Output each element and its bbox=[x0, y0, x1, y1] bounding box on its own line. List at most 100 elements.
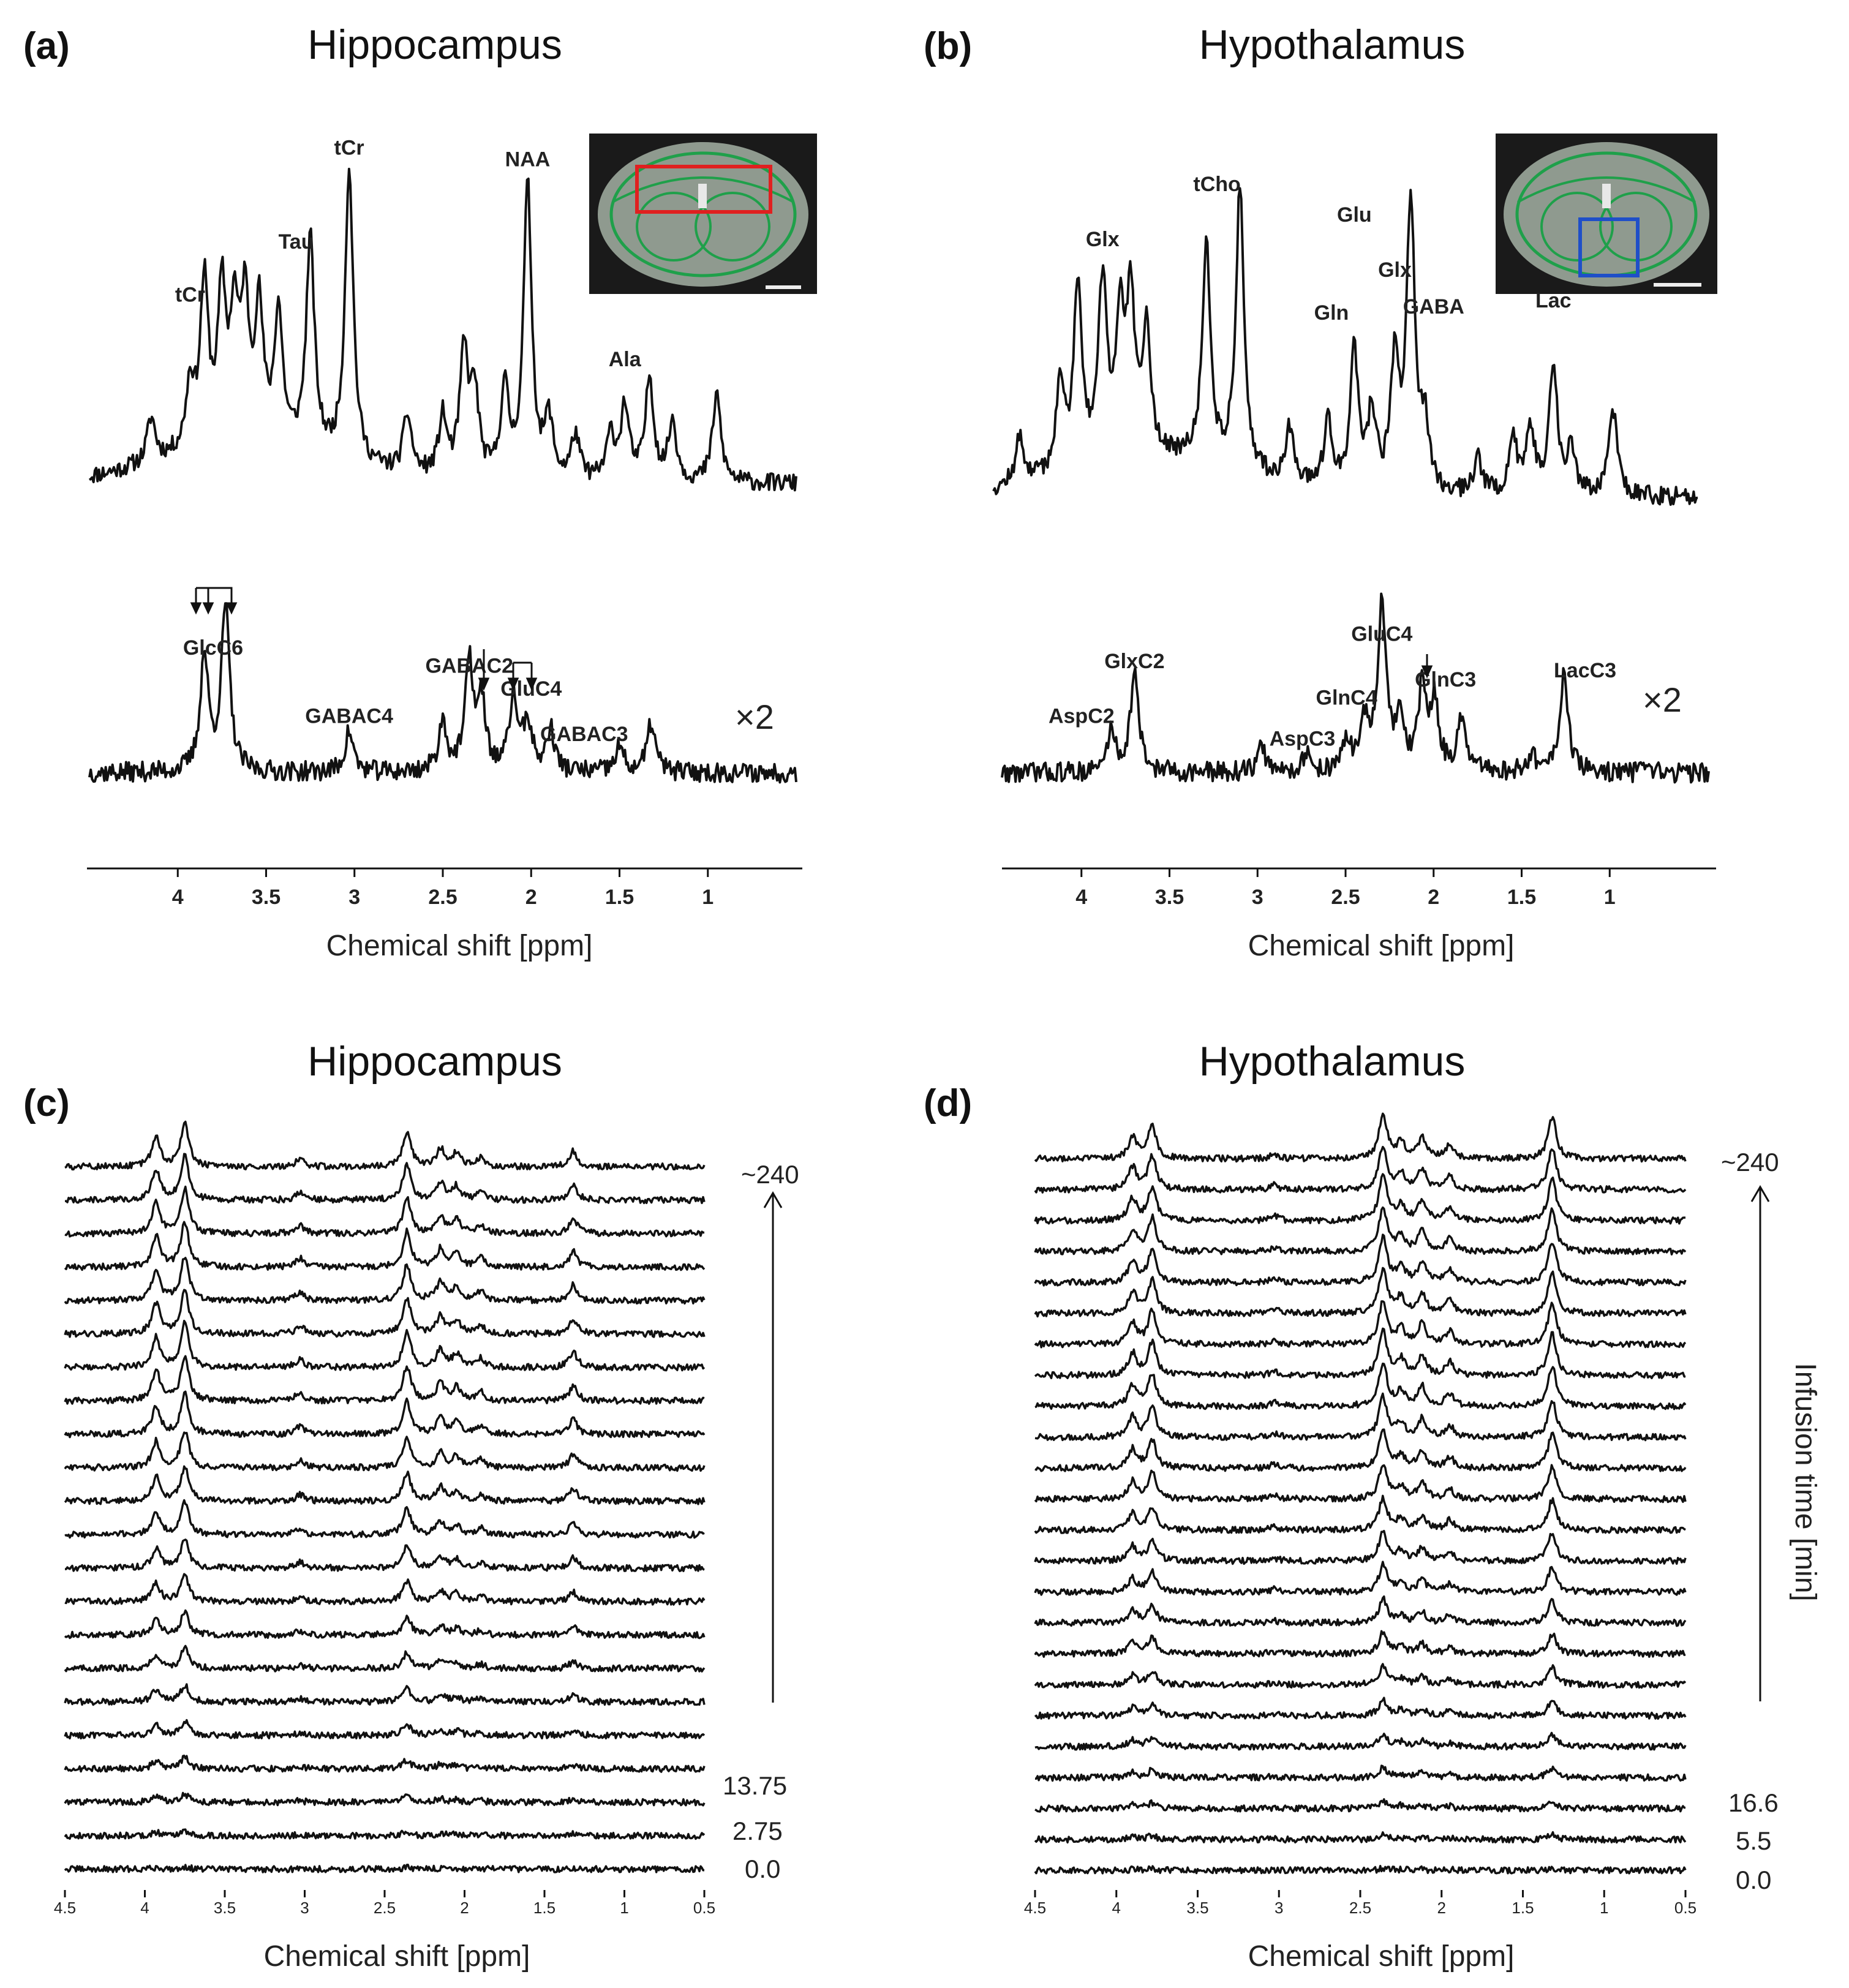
x-ticks-c: 4.5 4 3.5 3 2.5 2 1.5 1 0.5 bbox=[54, 1890, 715, 1917]
label-2-5: 2.5 bbox=[374, 1899, 396, 1917]
stacked-trace bbox=[1034, 1428, 1687, 1472]
x-ticks-a: 4 3.5 3 2.5 2 1.5 1 bbox=[172, 868, 714, 909]
time-label-c-1: 13.75 bbox=[723, 1771, 787, 1800]
stacked-trace bbox=[1034, 1392, 1687, 1442]
spectrum-trace-b bbox=[992, 187, 1698, 506]
label-gaba: GABA bbox=[1403, 295, 1464, 318]
stacked-trace bbox=[1034, 1831, 1687, 1844]
stacked-trace bbox=[64, 1289, 706, 1338]
label-2: 2 bbox=[460, 1899, 469, 1917]
label-3-5: 3.5 bbox=[1155, 886, 1184, 909]
stacked-trace bbox=[1034, 1362, 1687, 1410]
label-1-5: 1.5 bbox=[1507, 886, 1536, 909]
x-ticks-b: 4 3.5 3 2.5 2 1.5 1 bbox=[1075, 868, 1616, 909]
scale-factor-a: ×2 bbox=[735, 698, 774, 736]
label-4: 4 bbox=[172, 886, 184, 909]
label-3-5: 3.5 bbox=[214, 1899, 236, 1917]
panel-b: (b) Hypothalamus Glx tCho Glu Gln Glx GABA Lac… bbox=[924, 21, 1717, 962]
label-3: 3 bbox=[300, 1899, 309, 1917]
label-gluc4: GluC4 bbox=[1351, 623, 1412, 646]
stacked-trace bbox=[1034, 1561, 1687, 1596]
stacked-trace bbox=[1034, 1630, 1686, 1658]
time-label-d-top: ~240 bbox=[1721, 1148, 1779, 1177]
label-gln: Gln bbox=[1314, 301, 1349, 325]
label-glxc2: GlxC2 bbox=[1104, 650, 1164, 673]
mri-inset-hypothalamus bbox=[1496, 134, 1717, 294]
x-label-b: Chemical shift [ppm] bbox=[1248, 930, 1515, 962]
stacked-trace bbox=[64, 1431, 706, 1472]
x-ticks-d: 4.5 4 3.5 3 2.5 2 1.5 1 0.5 bbox=[1024, 1890, 1696, 1917]
peak-labels-a: tCrTautCrNAAAlaGlcC6GABAC4GABAC2GluC4GAB… bbox=[175, 136, 642, 746]
label-glnc3: GlnC3 bbox=[1415, 668, 1476, 691]
label-1-5: 1.5 bbox=[605, 886, 634, 909]
label-3: 3 bbox=[1252, 886, 1263, 909]
x-label-d: Chemical shift [ppm] bbox=[1248, 1940, 1515, 1973]
stacked-trace bbox=[64, 1828, 706, 1840]
stacked-trace bbox=[64, 1120, 706, 1171]
label-4: 4 bbox=[1112, 1899, 1121, 1917]
label-ala: Ala bbox=[609, 348, 642, 371]
label-2: 2 bbox=[1437, 1899, 1446, 1917]
label-lacc3: LacC3 bbox=[1554, 659, 1616, 682]
label-gabac2: GABAC2 bbox=[425, 655, 513, 678]
panel-title-d: Hypothalamus bbox=[1199, 1038, 1466, 1085]
stacked-trace bbox=[64, 1499, 705, 1539]
time-label-c-2: 2.75 bbox=[732, 1817, 783, 1845]
label-gabac3: GABAC3 bbox=[540, 723, 628, 746]
stacked-trace bbox=[64, 1719, 706, 1740]
panel-label-a: (a) bbox=[23, 25, 70, 67]
label-glnc4: GlnC4 bbox=[1316, 687, 1377, 710]
label-glcc6: GlcC6 bbox=[183, 636, 243, 660]
stacked-trace bbox=[1034, 1864, 1687, 1875]
time-arrow-c bbox=[763, 1191, 783, 1703]
panel-title-b: Hypothalamus bbox=[1199, 21, 1466, 68]
arrows-b bbox=[1421, 654, 1433, 679]
label-1: 1 bbox=[702, 886, 714, 909]
label-tcho: tCho bbox=[1193, 173, 1240, 196]
label-aspc2: AspC2 bbox=[1049, 704, 1115, 728]
stacked-trace bbox=[1034, 1494, 1686, 1534]
time-arrow-d bbox=[1750, 1185, 1770, 1701]
label-tcr: tCr bbox=[334, 136, 364, 159]
stacked-trace bbox=[64, 1355, 705, 1405]
label-naa: NAA bbox=[505, 148, 551, 171]
x-label-a: Chemical shift [ppm] bbox=[326, 930, 593, 962]
y-label-d: Infusion time [min] bbox=[1789, 1363, 1821, 1601]
stacked-trace bbox=[1034, 1112, 1687, 1163]
label-1-5: 1.5 bbox=[533, 1899, 555, 1917]
panel-label-b: (b) bbox=[924, 25, 972, 67]
stacked-trace bbox=[64, 1609, 706, 1640]
c13-trace-a bbox=[88, 602, 797, 784]
stacked-trace bbox=[64, 1221, 706, 1271]
x-label-c: Chemical shift [ppm] bbox=[264, 1940, 530, 1973]
arrows-a bbox=[190, 587, 538, 691]
stacked-spectra-c bbox=[64, 1120, 706, 1873]
stacked-trace bbox=[64, 1754, 706, 1773]
label-3-5: 3.5 bbox=[1186, 1899, 1208, 1917]
label-glu: Glu bbox=[1337, 203, 1372, 227]
c13-trace-b bbox=[1001, 592, 1710, 784]
stacked-trace bbox=[1034, 1327, 1686, 1379]
stacked-trace bbox=[64, 1465, 706, 1505]
panel-a: (a) Hippocampus tCr Tau tCr NAA Ala GlcC6 GABA… bbox=[23, 21, 817, 962]
label-glx: Glx bbox=[1378, 258, 1412, 282]
label-aspc3: AspC3 bbox=[1270, 727, 1336, 750]
label-4-5: 4.5 bbox=[54, 1899, 76, 1917]
label-4: 4 bbox=[140, 1899, 149, 1917]
label-4-5: 4.5 bbox=[1024, 1899, 1046, 1917]
time-label-d-2: 5.5 bbox=[1736, 1826, 1771, 1855]
scale-factor-b: ×2 bbox=[1643, 680, 1682, 719]
panel-label-c: (c) bbox=[23, 1082, 70, 1124]
label-3-5: 3.5 bbox=[252, 886, 281, 909]
panel-label-d: (d) bbox=[924, 1082, 972, 1124]
label-4: 4 bbox=[1075, 886, 1087, 909]
label-3: 3 bbox=[348, 886, 360, 909]
stacked-trace bbox=[1034, 1663, 1687, 1689]
stacked-trace bbox=[1034, 1233, 1687, 1287]
label-2: 2 bbox=[525, 886, 537, 909]
stacked-trace bbox=[65, 1153, 706, 1205]
stacked-trace bbox=[1034, 1529, 1687, 1565]
label-1: 1 bbox=[1604, 886, 1616, 909]
stacked-trace bbox=[64, 1573, 706, 1606]
